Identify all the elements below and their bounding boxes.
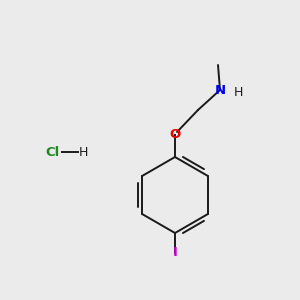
Text: I: I <box>172 247 177 260</box>
Text: O: O <box>169 128 181 142</box>
Text: N: N <box>214 83 226 97</box>
Text: H: H <box>233 86 243 100</box>
Text: Cl: Cl <box>45 146 59 158</box>
Text: H: H <box>78 146 88 158</box>
